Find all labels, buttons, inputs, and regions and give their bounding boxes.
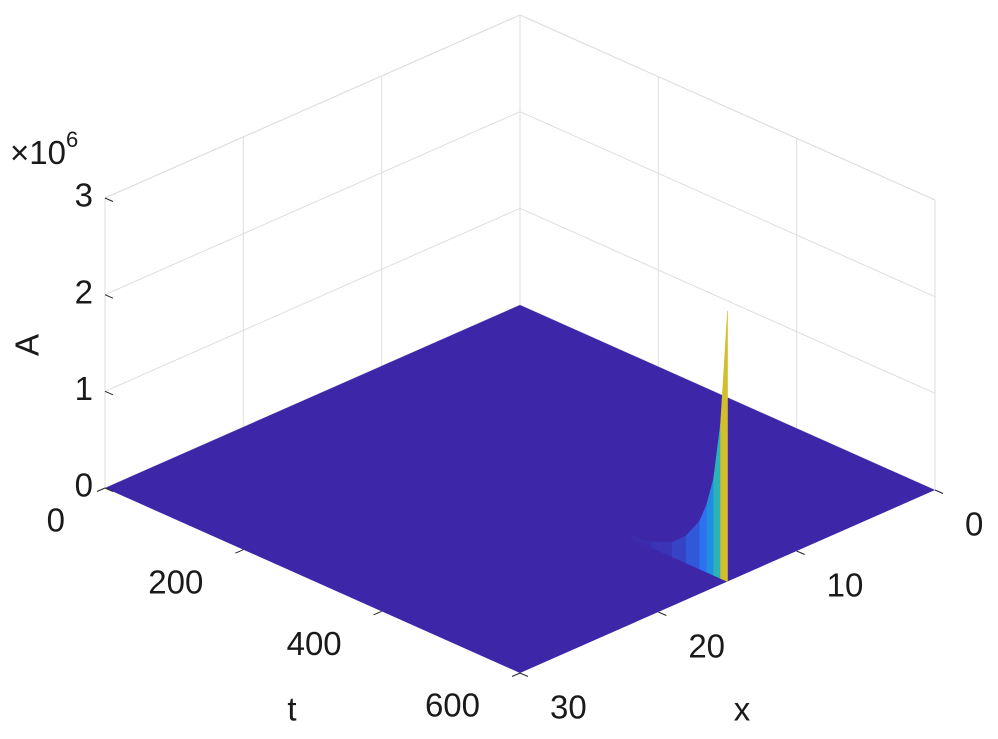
x-tick [658, 611, 667, 616]
y-tick-label: 400 [287, 625, 342, 662]
y-tick-label: 0 [47, 502, 65, 539]
z-tick-label: 1 [75, 370, 93, 407]
y-tick [373, 610, 382, 616]
spike-segment [720, 310, 728, 582]
z-multiplier-base: ×10 [10, 134, 66, 171]
z-axis-label: A [9, 334, 46, 356]
surface-floor [105, 305, 935, 673]
z-tick [104, 294, 114, 299]
y-tick [511, 672, 521, 677]
x-tick [796, 550, 805, 555]
y-tick-label: 600 [425, 687, 480, 724]
z-tick-label: 2 [75, 273, 93, 310]
z-tick [104, 487, 114, 492]
x-tick-label: 10 [827, 567, 864, 604]
z-tick [104, 390, 114, 396]
y-axis-label: t [287, 691, 296, 728]
z-tick-label: 3 [75, 177, 93, 214]
x-tick-label: 0 [965, 506, 983, 543]
z-multiplier-exponent: 6 [66, 127, 78, 152]
y-tick [96, 487, 106, 492]
x-tick-label: 30 [550, 689, 587, 726]
x-tick [519, 672, 529, 677]
x-tick-label: 20 [688, 628, 725, 665]
z-tick-label: 0 [75, 467, 93, 504]
x-axis-label: x [734, 691, 751, 728]
x-tick [934, 489, 944, 494]
z-tick [104, 197, 114, 202]
y-tick [235, 549, 244, 554]
y-tick-label: 200 [148, 563, 203, 600]
z-multiplier: ×106 [10, 127, 78, 171]
